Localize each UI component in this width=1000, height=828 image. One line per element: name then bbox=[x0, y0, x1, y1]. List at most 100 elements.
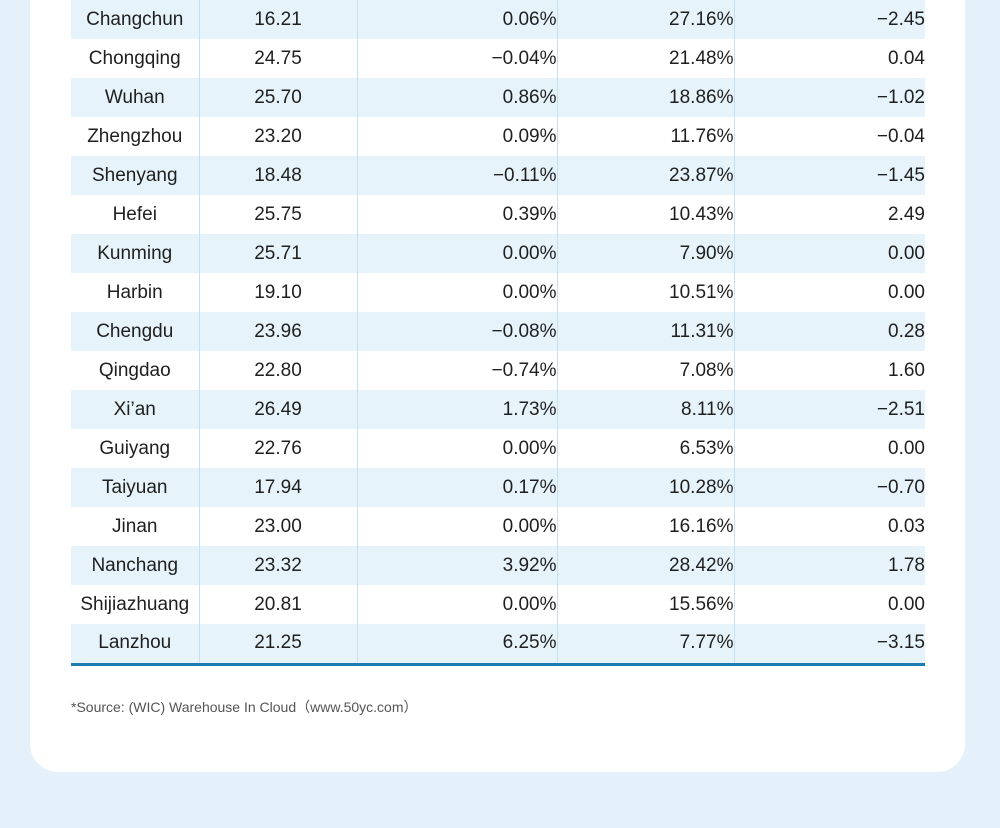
percent-cell: 7.90% bbox=[557, 234, 735, 273]
percent-cell: 10.51% bbox=[557, 273, 735, 312]
city-cell: Jinan bbox=[71, 507, 200, 546]
change-cell: 0.00 bbox=[734, 429, 925, 468]
percent-cell: 21.48% bbox=[557, 39, 735, 78]
value-cell: 22.76 bbox=[199, 429, 358, 468]
percent-cell: 6.53% bbox=[557, 429, 735, 468]
percent-cell: 11.31% bbox=[557, 312, 735, 351]
city-cell: Hefei bbox=[71, 195, 200, 234]
percent-cell: 15.56% bbox=[557, 585, 735, 624]
value-cell: 21.25 bbox=[199, 624, 358, 666]
percent-cell: 6.25% bbox=[357, 624, 558, 666]
percent-cell: 0.09% bbox=[357, 117, 558, 156]
percent-cell: 10.28% bbox=[557, 468, 735, 507]
percent-cell: −0.04% bbox=[357, 39, 558, 78]
value-cell: 23.32 bbox=[199, 546, 358, 585]
value-cell: 19.10 bbox=[199, 273, 358, 312]
city-cell: Shenyang bbox=[71, 156, 200, 195]
change-cell: 0.28 bbox=[734, 312, 925, 351]
percent-cell: 0.00% bbox=[357, 507, 558, 546]
percent-cell: 0.17% bbox=[357, 468, 558, 507]
table-row: Wuhan 25.70 0.86% 18.86% −1.02 bbox=[71, 78, 925, 117]
source-note: *Source: (WIC) Warehouse In Cloud（www.50… bbox=[71, 699, 418, 715]
percent-cell: 7.08% bbox=[557, 351, 735, 390]
value-cell: 25.71 bbox=[199, 234, 358, 273]
percent-cell: 1.73% bbox=[357, 390, 558, 429]
value-cell: 24.75 bbox=[199, 39, 358, 78]
percent-cell: 0.00% bbox=[357, 234, 558, 273]
table-row: Chengdu 23.96 −0.08% 11.31% 0.28 bbox=[71, 312, 925, 351]
percent-cell: 7.77% bbox=[557, 624, 735, 666]
city-data-table: Changchun 16.21 0.06% 27.16% −2.45 Chong… bbox=[71, 0, 925, 666]
percent-cell: −0.11% bbox=[357, 156, 558, 195]
table-row: Zhengzhou 23.20 0.09% 11.76% −0.04 bbox=[71, 117, 925, 156]
value-cell: 25.70 bbox=[199, 78, 358, 117]
table-row: Hefei 25.75 0.39% 10.43% 2.49 bbox=[71, 195, 925, 234]
table-row: Changchun 16.21 0.06% 27.16% −2.45 bbox=[71, 0, 925, 39]
table-row: Guiyang 22.76 0.00% 6.53% 0.00 bbox=[71, 429, 925, 468]
change-cell: −2.51 bbox=[734, 390, 925, 429]
change-cell: 0.00 bbox=[734, 585, 925, 624]
table-row: Taiyuan 17.94 0.17% 10.28% −0.70 bbox=[71, 468, 925, 507]
change-cell: 0.04 bbox=[734, 39, 925, 78]
change-cell: 1.78 bbox=[734, 546, 925, 585]
change-cell: 1.60 bbox=[734, 351, 925, 390]
change-cell: 0.00 bbox=[734, 234, 925, 273]
city-cell: Taiyuan bbox=[71, 468, 200, 507]
value-cell: 20.81 bbox=[199, 585, 358, 624]
city-cell: Zhengzhou bbox=[71, 117, 200, 156]
city-cell: Chongqing bbox=[71, 39, 200, 78]
percent-cell: 0.39% bbox=[357, 195, 558, 234]
city-cell: Shijiazhuang bbox=[71, 585, 200, 624]
percent-cell: 10.43% bbox=[557, 195, 735, 234]
change-cell: −0.04 bbox=[734, 117, 925, 156]
table-row: Xi’an 26.49 1.73% 8.11% −2.51 bbox=[71, 390, 925, 429]
change-cell: 0.03 bbox=[734, 507, 925, 546]
percent-cell: 27.16% bbox=[557, 0, 735, 39]
city-cell: Changchun bbox=[71, 0, 200, 39]
change-cell: −2.45 bbox=[734, 0, 925, 39]
city-cell: Chengdu bbox=[71, 312, 200, 351]
percent-cell: 16.16% bbox=[557, 507, 735, 546]
value-cell: 16.21 bbox=[199, 0, 358, 39]
percent-cell: 28.42% bbox=[557, 546, 735, 585]
change-cell: −0.70 bbox=[734, 468, 925, 507]
change-cell: 2.49 bbox=[734, 195, 925, 234]
percent-cell: 0.00% bbox=[357, 585, 558, 624]
change-cell: −1.45 bbox=[734, 156, 925, 195]
table-row: Chongqing 24.75 −0.04% 21.48% 0.04 bbox=[71, 39, 925, 78]
table-row: Harbin 19.10 0.00% 10.51% 0.00 bbox=[71, 273, 925, 312]
percent-cell: 8.11% bbox=[557, 390, 735, 429]
city-cell: Harbin bbox=[71, 273, 200, 312]
percent-cell: 0.06% bbox=[357, 0, 558, 39]
value-cell: 26.49 bbox=[199, 390, 358, 429]
percent-cell: −0.08% bbox=[357, 312, 558, 351]
table-row: Qingdao 22.80 −0.74% 7.08% 1.60 bbox=[71, 351, 925, 390]
change-cell: −1.02 bbox=[734, 78, 925, 117]
percent-cell: 18.86% bbox=[557, 78, 735, 117]
percent-cell: 11.76% bbox=[557, 117, 735, 156]
table-row: Shijiazhuang 20.81 0.00% 15.56% 0.00 bbox=[71, 585, 925, 624]
percent-cell: 0.00% bbox=[357, 429, 558, 468]
table-row: Nanchang 23.32 3.92% 28.42% 1.78 bbox=[71, 546, 925, 585]
city-cell: Kunming bbox=[71, 234, 200, 273]
city-cell: Xi’an bbox=[71, 390, 200, 429]
value-cell: 18.48 bbox=[199, 156, 358, 195]
table-row: Jinan 23.00 0.00% 16.16% 0.03 bbox=[71, 507, 925, 546]
change-cell: −3.15 bbox=[734, 624, 925, 666]
percent-cell: 3.92% bbox=[357, 546, 558, 585]
change-cell: 0.00 bbox=[734, 273, 925, 312]
value-cell: 23.20 bbox=[199, 117, 358, 156]
value-cell: 17.94 bbox=[199, 468, 358, 507]
value-cell: 22.80 bbox=[199, 351, 358, 390]
value-cell: 23.96 bbox=[199, 312, 358, 351]
city-cell: Nanchang bbox=[71, 546, 200, 585]
city-cell: Wuhan bbox=[71, 78, 200, 117]
value-cell: 23.00 bbox=[199, 507, 358, 546]
city-cell: Lanzhou bbox=[71, 624, 200, 666]
value-cell: 25.75 bbox=[199, 195, 358, 234]
table-row: Kunming 25.71 0.00% 7.90% 0.00 bbox=[71, 234, 925, 273]
percent-cell: 23.87% bbox=[557, 156, 735, 195]
city-cell: Qingdao bbox=[71, 351, 200, 390]
percent-cell: 0.00% bbox=[357, 273, 558, 312]
city-cell: Guiyang bbox=[71, 429, 200, 468]
